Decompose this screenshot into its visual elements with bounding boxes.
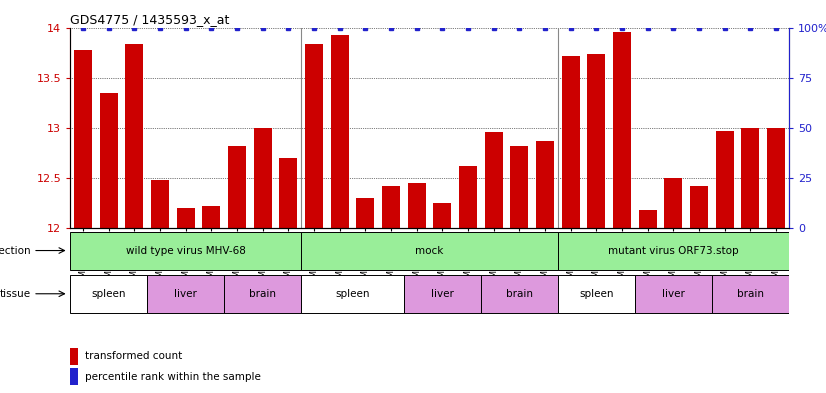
- Bar: [404, 275, 481, 313]
- Bar: [481, 275, 558, 313]
- Text: liver: liver: [174, 289, 197, 299]
- Bar: [279, 158, 297, 228]
- Text: spleen: spleen: [92, 289, 126, 299]
- Text: transformed count: transformed count: [85, 351, 183, 361]
- Text: brain: brain: [737, 289, 764, 299]
- Text: GDS4775 / 1435593_x_at: GDS4775 / 1435593_x_at: [70, 13, 230, 26]
- Bar: [147, 275, 224, 313]
- Text: spleen: spleen: [579, 289, 614, 299]
- Bar: [485, 132, 503, 228]
- Bar: [305, 44, 323, 228]
- Bar: [70, 347, 78, 365]
- Bar: [690, 186, 708, 228]
- Bar: [459, 166, 477, 228]
- Bar: [587, 53, 605, 228]
- Text: infection: infection: [0, 246, 31, 255]
- Bar: [562, 55, 580, 228]
- Bar: [126, 44, 144, 228]
- Bar: [177, 208, 195, 228]
- Bar: [70, 275, 147, 313]
- Bar: [151, 180, 169, 228]
- Bar: [408, 183, 425, 228]
- Text: mutant virus ORF73.stop: mutant virus ORF73.stop: [608, 246, 738, 255]
- Bar: [356, 198, 374, 228]
- Bar: [202, 206, 221, 228]
- Bar: [558, 275, 635, 313]
- Bar: [254, 128, 272, 228]
- Bar: [664, 178, 682, 228]
- Bar: [70, 231, 301, 270]
- Text: liver: liver: [431, 289, 453, 299]
- Text: mock: mock: [415, 246, 444, 255]
- Bar: [301, 275, 404, 313]
- Bar: [613, 31, 631, 228]
- Text: brain: brain: [249, 289, 276, 299]
- Bar: [712, 275, 789, 313]
- Text: spleen: spleen: [335, 289, 370, 299]
- Bar: [638, 210, 657, 228]
- Bar: [434, 203, 451, 228]
- Bar: [382, 186, 400, 228]
- Bar: [558, 231, 789, 270]
- Bar: [100, 93, 117, 228]
- Text: liver: liver: [662, 289, 685, 299]
- Bar: [74, 50, 92, 228]
- Bar: [767, 128, 785, 228]
- Bar: [301, 231, 558, 270]
- Text: brain: brain: [506, 289, 533, 299]
- Bar: [536, 141, 554, 228]
- Text: percentile rank within the sample: percentile rank within the sample: [85, 372, 261, 382]
- Bar: [635, 275, 712, 313]
- Text: tissue: tissue: [0, 289, 31, 299]
- Bar: [70, 368, 78, 385]
- Text: wild type virus MHV-68: wild type virus MHV-68: [126, 246, 245, 255]
- Bar: [228, 146, 246, 228]
- Bar: [510, 146, 529, 228]
- Bar: [330, 35, 349, 228]
- Bar: [224, 275, 301, 313]
- Bar: [715, 131, 733, 228]
- Bar: [742, 128, 759, 228]
